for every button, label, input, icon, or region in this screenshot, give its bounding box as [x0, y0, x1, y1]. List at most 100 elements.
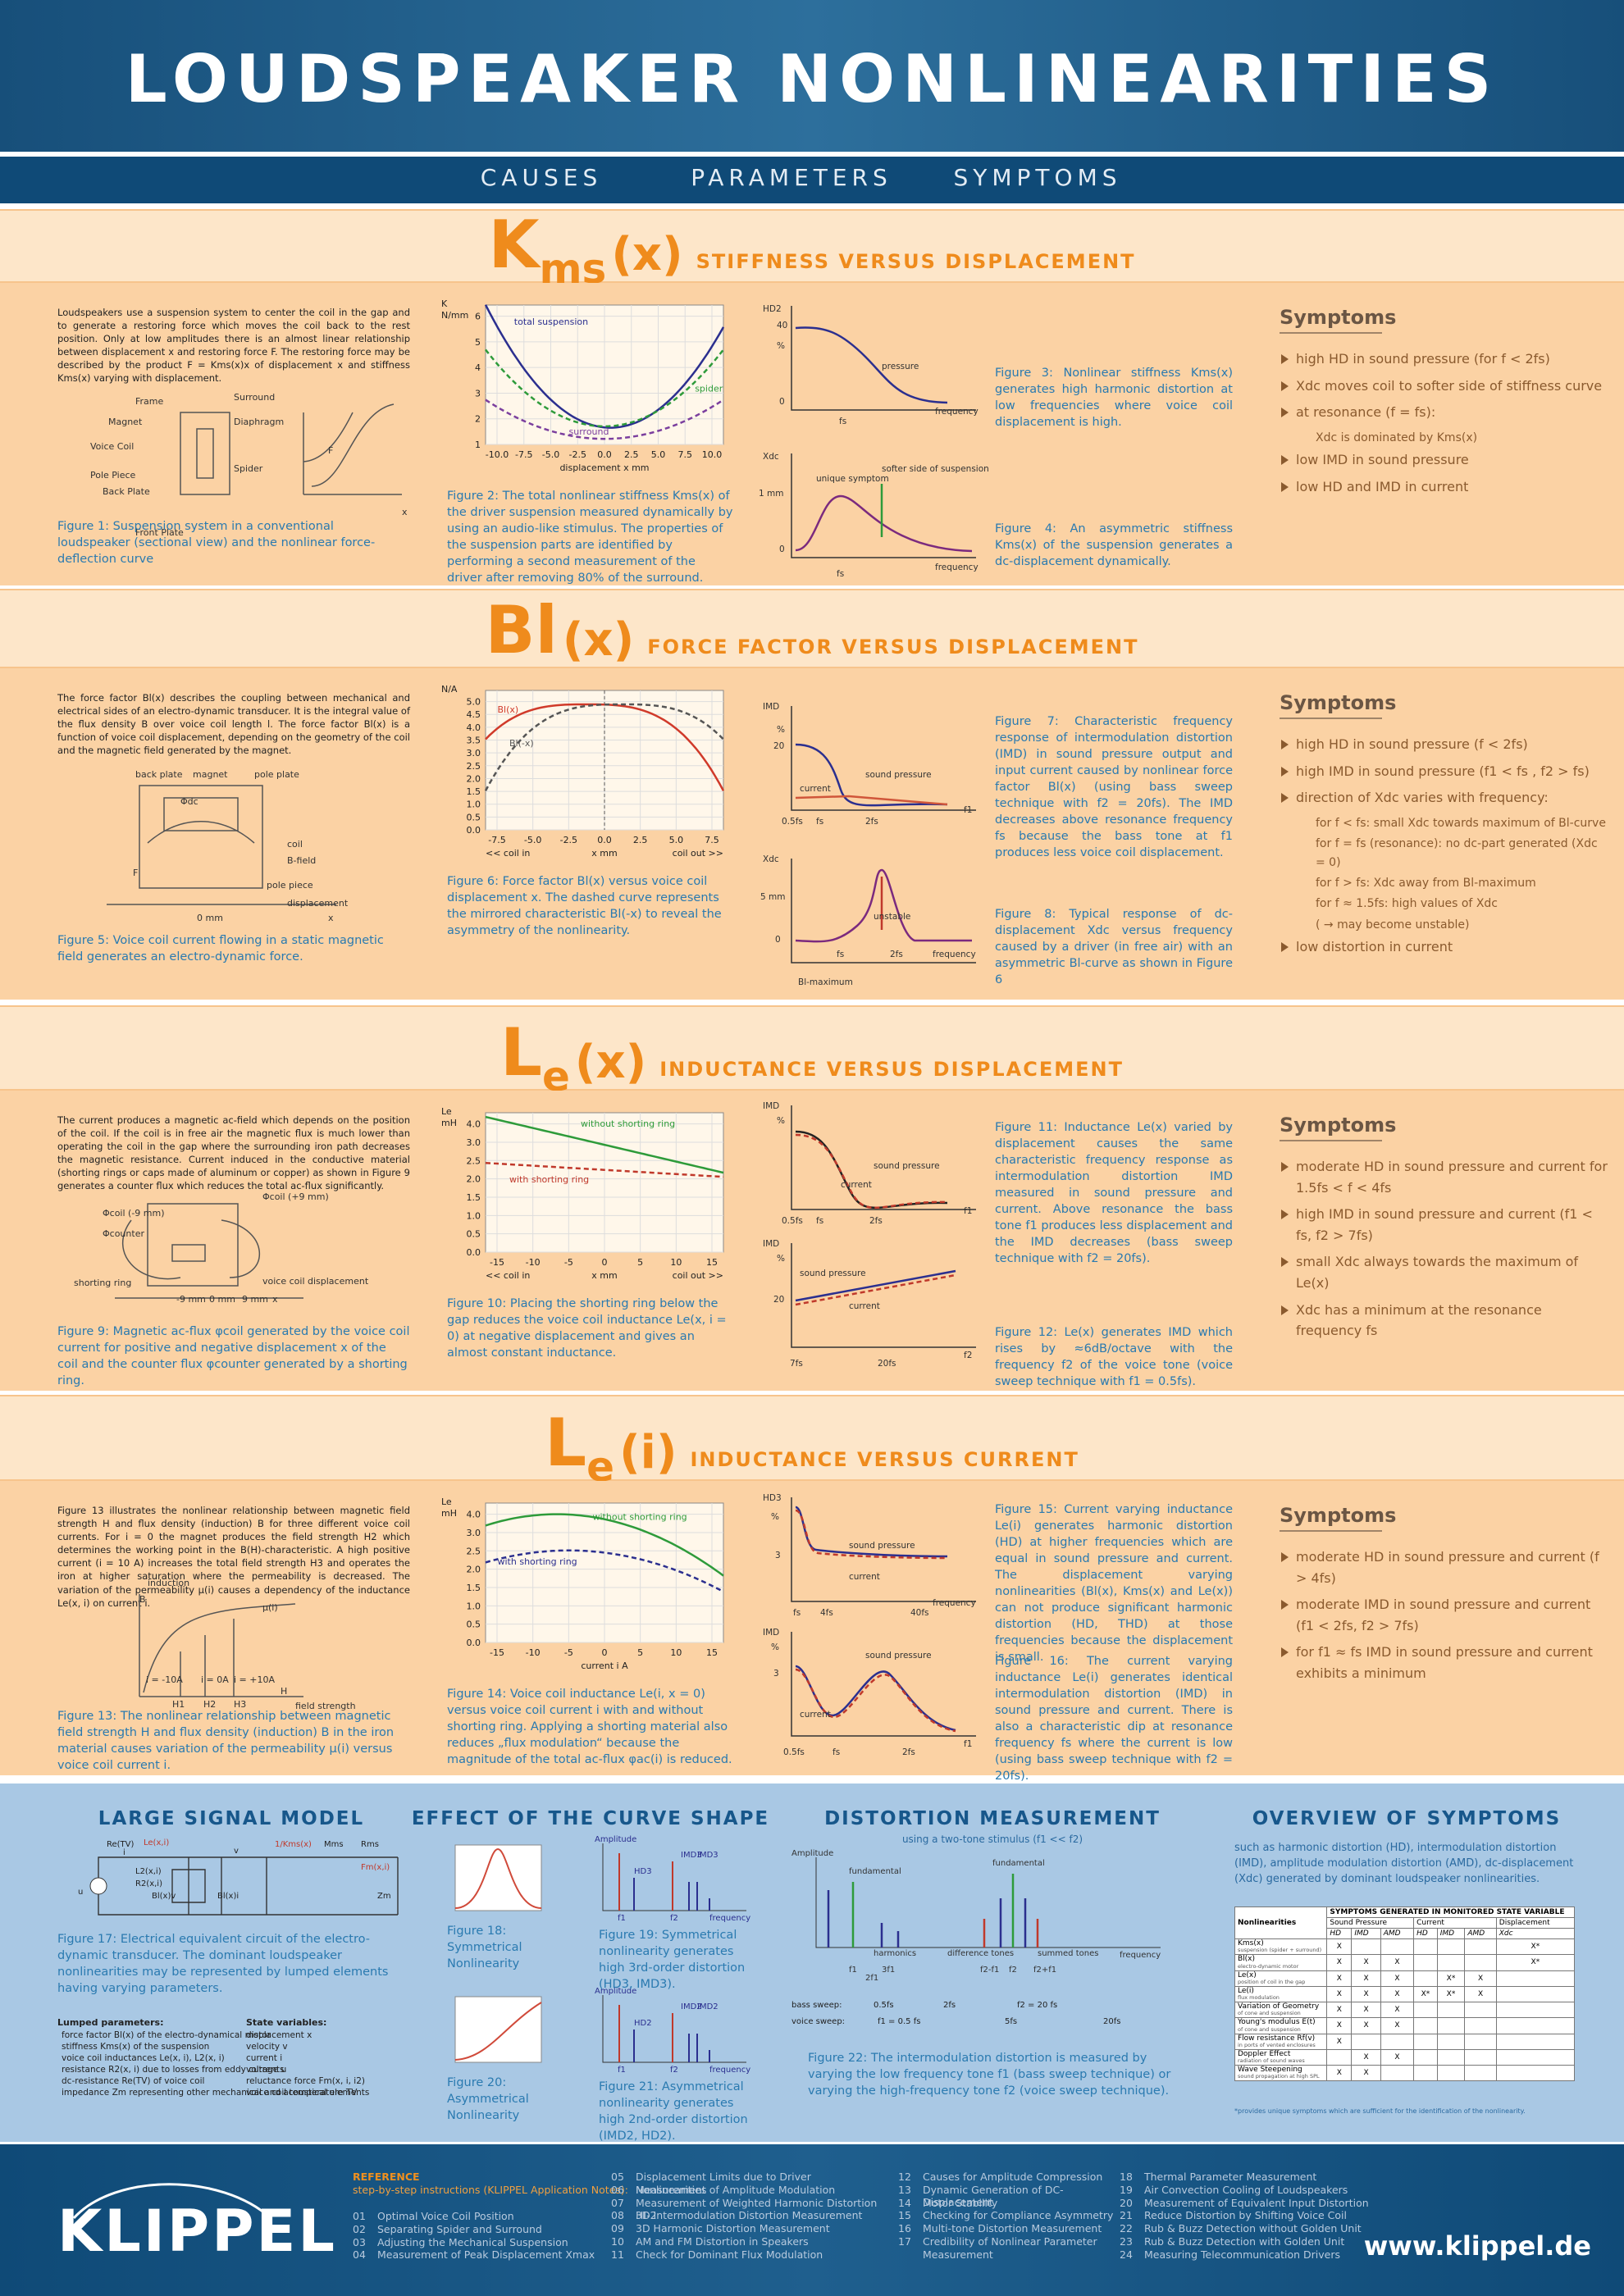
graph: IMD% 20 sound pressure current 7fs 20fs f2 — [763, 1239, 976, 1369]
table-header: Sound Pressure — [1326, 1917, 1415, 1929]
subheading: using a two-tone stimulus (f1 << f2) — [901, 1834, 1083, 1845]
note-number: 17 — [898, 2235, 911, 2248]
note-title: Measurement of Peak Displacement Xmax — [377, 2248, 595, 2262]
bullet — [1281, 1552, 1289, 1562]
table-cell: Bl(x) electro-dynamic motor — [1234, 1954, 1328, 1971]
label: Xdc — [763, 854, 779, 864]
y-tick-label: 3.0 — [467, 1528, 481, 1538]
table-cell — [1413, 2048, 1438, 2066]
table-cell — [1436, 1954, 1466, 1971]
table-cell — [1380, 2033, 1415, 2050]
label: frequency — [935, 407, 979, 417]
y-tick-label: 2.0 — [467, 1565, 481, 1575]
list-title: Lumped parameters: — [57, 2017, 164, 2028]
section-subtitle: FORCE FACTOR VERSUS DISPLACEMENT — [647, 636, 1139, 658]
series-label: with shorting ring — [498, 1556, 577, 1567]
list-item: reluctance force Fm(x, i, i2) — [246, 2076, 365, 2086]
symbol-base: L — [545, 1405, 587, 1481]
label: 3 — [773, 1669, 779, 1679]
label: frequency — [933, 950, 976, 959]
label: IMD2 — [681, 2002, 702, 2011]
diagram: Φcoil (+9 mm) Φcoil (-9 mm) Φcounter shorti… — [74, 1191, 369, 1305]
y-tick-label: 1.0 — [467, 1210, 481, 1221]
table-cell: X — [1351, 1985, 1381, 2003]
symptoms-title: Symptoms — [1280, 691, 1396, 719]
table-row: HD IMD AMD HD IMD AMD Xdc — [1235, 1928, 1576, 1939]
table-row: Wave Steepening sound propagation at high… — [1234, 2064, 1576, 2082]
diagram-shape — [180, 1619, 235, 1697]
sweep-value: 20fs — [1103, 2017, 1121, 2026]
label: i = 0A — [201, 1674, 229, 1685]
table-header: IMD — [1436, 1928, 1466, 1939]
table-cell: X — [1326, 1970, 1353, 1987]
list-item: displacement x — [246, 2030, 312, 2040]
axis — [791, 453, 976, 558]
note-number: 22 — [1120, 2222, 1133, 2235]
label: 20 — [773, 1295, 784, 1305]
label: sound pressure — [874, 1161, 940, 1171]
label: 2f1 — [865, 1974, 878, 1983]
curve — [795, 1665, 956, 1732]
bullet — [1281, 942, 1289, 953]
y-tick-label: 1 — [475, 440, 481, 450]
row-name: Doppler Effect — [1238, 2049, 1291, 2058]
bullet — [1281, 1162, 1289, 1172]
symptom: moderate HD in sound pressure and curren… — [1280, 1547, 1608, 1588]
caption: Figure 13: The nonlinear relationship be… — [57, 1710, 395, 1772]
chart: N/A0.00.51.01.52.02.53.03.54.04.55.0-7.5… — [441, 684, 725, 859]
symptom: for f < fs: small Xdc towards maximum of… — [1280, 814, 1608, 832]
row-name: Flow resistance Rf(v) — [1238, 2034, 1316, 2043]
label: i = -10A — [146, 1674, 183, 1685]
panel-heading: DISTORTION MEASUREMENT — [824, 1808, 1161, 1829]
note-number: 23 — [1120, 2235, 1133, 2248]
x-axis-label: current i A — [581, 1660, 628, 1671]
table-cell: X — [1380, 1954, 1415, 1971]
label: Back Plate — [103, 486, 150, 497]
table-cell — [1436, 2001, 1466, 2019]
label: pole piece — [267, 880, 313, 891]
sweep-value: f2 = 20 fs — [1017, 2001, 1058, 2010]
x-tick-label: 2.5 — [633, 835, 648, 845]
note-title: Rub & Buzz Detection with Golden Unit — [1144, 2235, 1345, 2248]
label: fs — [833, 1747, 840, 1757]
caption: Figure 2: The total nonlinear stiffness … — [447, 490, 733, 585]
table-header: SYMPTOMS GENERATED IN MONITORED STATE VA… — [1326, 1906, 1575, 1918]
section-subtitle: INDUCTANCE VERSUS CURRENT — [690, 1448, 1079, 1471]
note-title: Causes for Amplitude Compression — [923, 2171, 1103, 2183]
label: 5 mm — [760, 892, 785, 902]
symptom: Xdc has a minimum at the resonance frequ… — [1280, 1300, 1608, 1342]
y-tick-label: 3.0 — [467, 1137, 481, 1148]
x-tick-label: -5 — [564, 1257, 573, 1268]
x-tick-label: -5 — [564, 1647, 573, 1658]
symptom-text: Xdc has a minimum at the resonance frequ… — [1296, 1301, 1542, 1339]
label: Bl-maximum — [798, 977, 853, 987]
note-number: 12 — [898, 2171, 911, 2183]
y-tick-label: 1.5 — [467, 1583, 481, 1593]
diagram-shape — [171, 1244, 206, 1262]
note-title: 3D Harmonic Distortion Measurement — [636, 2222, 830, 2235]
note-title: Thermal Parameter Measurement — [1144, 2171, 1317, 2183]
label: f1 — [964, 1739, 972, 1749]
table-cell — [1436, 2033, 1466, 2050]
panel-heading: LARGE SIGNAL MODEL — [98, 1808, 365, 1829]
diagram-shape — [303, 412, 354, 462]
bullet — [1281, 408, 1289, 418]
table-cell — [1413, 2001, 1438, 2019]
table-cell: X* — [1495, 1938, 1576, 1956]
symptom: high HD in sound pressure (f < 2fs) — [1280, 734, 1608, 755]
y-tick-label: 1.0 — [467, 800, 481, 810]
y-tick-label: 1.5 — [467, 786, 481, 797]
table-cell: X — [1380, 1970, 1415, 1987]
list-item: voice coil temperature TV — [246, 2088, 358, 2098]
x-tick-label: -7.5 — [488, 835, 505, 845]
table-cell: X — [1326, 2001, 1353, 2019]
label: coil — [287, 839, 303, 850]
diagram-shape — [147, 821, 255, 844]
label: Spider — [234, 463, 263, 474]
label: f1 — [618, 1914, 626, 1923]
sweep-name: voice sweep: — [791, 2017, 846, 2026]
